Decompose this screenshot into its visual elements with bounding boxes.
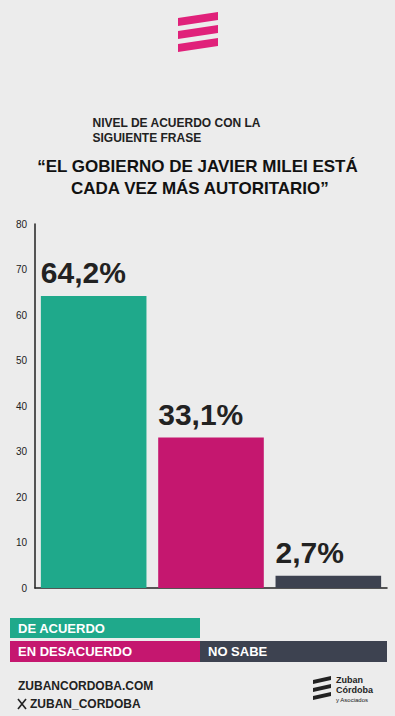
svg-text:80: 80 (16, 219, 28, 230)
svg-text:64,2%: 64,2% (41, 256, 126, 289)
svg-text:20: 20 (16, 492, 28, 503)
svg-text:NIVEL DE ACUERDO CON LA: NIVEL DE ACUERDO CON LA (93, 116, 264, 130)
svg-text:40: 40 (16, 401, 28, 412)
svg-text:60: 60 (16, 310, 28, 321)
svg-text:“EL GOBIERNO DE JAVIER MILEI E: “EL GOBIERNO DE JAVIER MILEI ESTÁ (37, 157, 358, 176)
svg-text:ZUBAN_CORDOBA: ZUBAN_CORDOBA (30, 697, 141, 711)
svg-text:2,7%: 2,7% (276, 536, 344, 569)
svg-text:0: 0 (21, 583, 27, 594)
svg-text:30: 30 (16, 446, 28, 457)
svg-text:Córdoba: Córdoba (336, 685, 374, 695)
svg-text:NO SABE: NO SABE (208, 644, 268, 659)
svg-text:DE ACUERDO: DE ACUERDO (18, 621, 105, 636)
svg-text:y Asociados: y Asociados (336, 697, 368, 703)
svg-text:ZUBANCORDOBA.COM: ZUBANCORDOBA.COM (18, 679, 153, 693)
svg-text:50: 50 (16, 355, 28, 366)
svg-text:70: 70 (16, 264, 28, 275)
svg-text:Zuban: Zuban (336, 675, 363, 685)
svg-text:33,1%: 33,1% (158, 398, 243, 431)
svg-text:EN DESACUERDO: EN DESACUERDO (18, 644, 132, 659)
svg-text:CADA VEZ MÁS AUTORITARIO”: CADA VEZ MÁS AUTORITARIO” (66, 179, 329, 198)
svg-text:SIGUIENTE FRASE: SIGUIENTE FRASE (93, 131, 202, 145)
svg-text:10: 10 (16, 537, 28, 548)
